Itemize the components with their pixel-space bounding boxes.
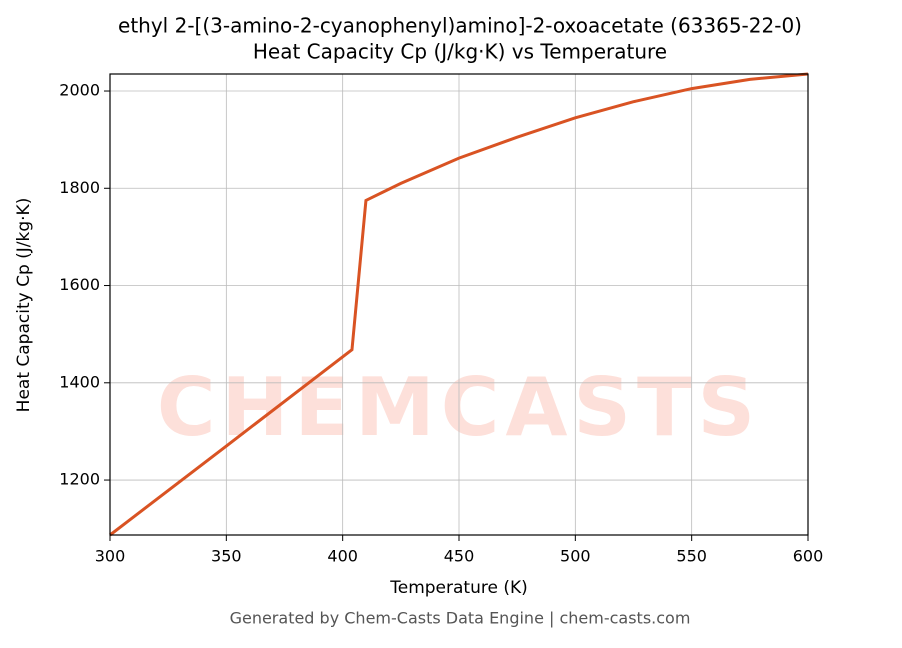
- x-tick-label: 550: [676, 547, 707, 566]
- y-tick-label: 1400: [59, 372, 100, 391]
- data-line: [109, 72, 809, 537]
- chart-title: ethyl 2-[(3-amino-2-cyanophenyl)amino]-2…: [118, 14, 802, 38]
- chart-subtitle: Heat Capacity Cp (J/kg·K) vs Temperature: [253, 40, 667, 64]
- x-tick-label: 300: [95, 547, 126, 566]
- x-tick-label: 500: [560, 547, 591, 566]
- y-tick-label: 1200: [59, 470, 100, 489]
- y-axis-label: Heat Capacity Cp (J/kg·K): [14, 198, 34, 413]
- footer: Generated by Chem-Casts Data Engine | ch…: [230, 609, 691, 628]
- y-tick-label: 1800: [59, 178, 100, 197]
- y-tick-label: 1600: [59, 275, 100, 294]
- x-tick-label: 600: [793, 547, 824, 566]
- x-tick-label: 350: [211, 547, 242, 566]
- watermark: CHEMCASTS: [157, 361, 761, 454]
- y-tick-label: 2000: [59, 81, 100, 100]
- x-tick-label: 450: [444, 547, 475, 566]
- x-axis-label: Temperature (K): [389, 578, 528, 598]
- x-tick-label: 400: [327, 547, 358, 566]
- plot-frame: [109, 73, 809, 536]
